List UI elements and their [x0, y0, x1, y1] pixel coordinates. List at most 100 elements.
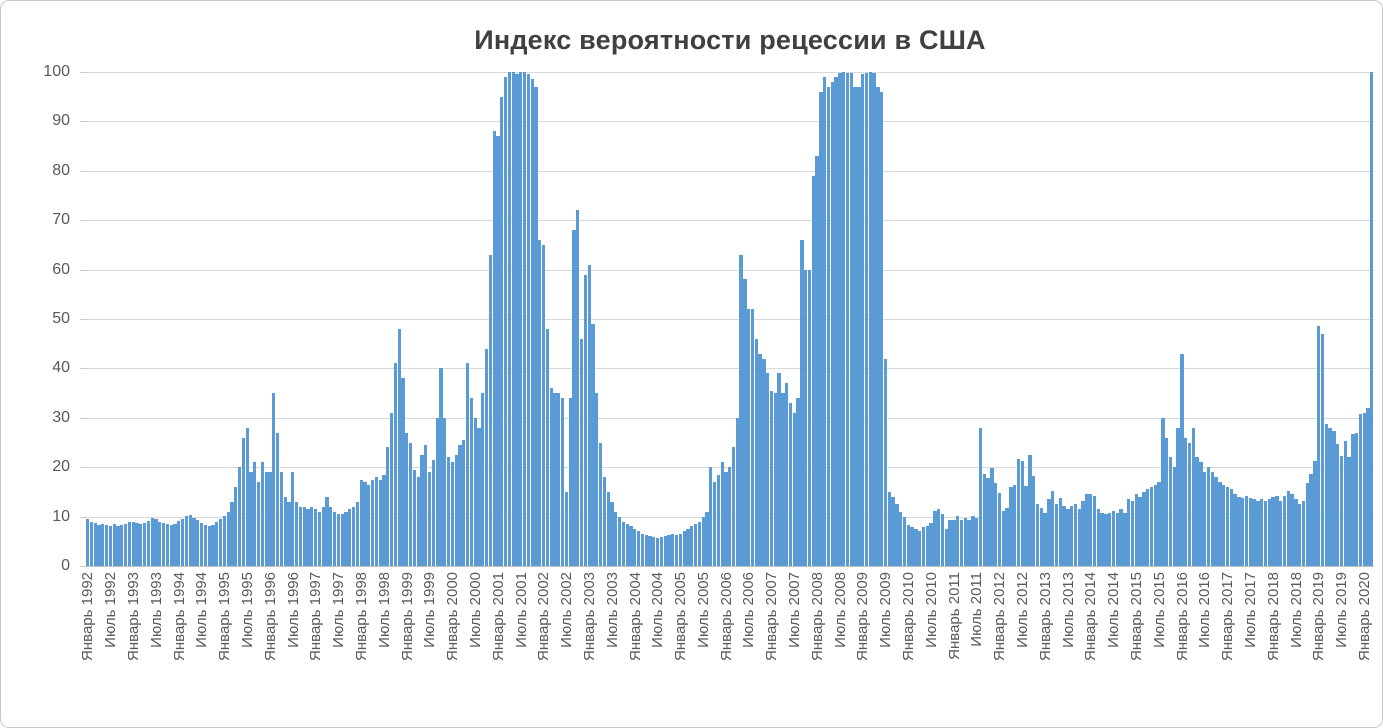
bar [1203, 472, 1207, 566]
bar [849, 72, 853, 566]
y-tick-mark [80, 269, 86, 271]
bar [1165, 437, 1169, 566]
bar [416, 477, 420, 566]
bar [1313, 460, 1317, 566]
bar [526, 74, 531, 566]
bar [1115, 512, 1119, 566]
bar [762, 358, 766, 566]
bar [602, 477, 607, 566]
bar [735, 417, 739, 566]
bar [1035, 504, 1040, 566]
x-tick-label: Июль 2009 [877, 572, 895, 648]
bar [587, 264, 591, 566]
bar [287, 501, 291, 566]
x-tick-label: Январь 2006 [717, 572, 735, 661]
bar [910, 527, 914, 566]
bar [614, 511, 618, 566]
bar [838, 73, 842, 566]
bar [135, 523, 139, 566]
bar [1241, 497, 1245, 566]
bar [1328, 427, 1332, 566]
plot-area [86, 72, 1374, 567]
bar [1073, 504, 1078, 566]
y-tick-mark [80, 72, 86, 73]
bar [682, 531, 686, 566]
bar [351, 506, 356, 566]
bar [492, 131, 496, 566]
bar [773, 393, 777, 566]
bar [264, 472, 268, 566]
gridline [86, 319, 1374, 320]
bar [1214, 477, 1218, 566]
bar [340, 514, 344, 566]
bar [150, 518, 154, 566]
bar [1089, 494, 1093, 566]
bar [754, 338, 758, 566]
bar [697, 521, 701, 566]
bar [393, 363, 398, 566]
x-tick-label: Июль 2010 [922, 572, 940, 648]
bar [659, 537, 663, 566]
x-tick-label: Январь 2002 [535, 572, 553, 661]
bar [655, 537, 660, 566]
bar [397, 328, 401, 566]
bar [370, 479, 375, 566]
bar [511, 72, 515, 566]
bar [807, 269, 812, 566]
bar [211, 524, 215, 566]
bar [1290, 494, 1294, 566]
bar [1168, 457, 1173, 566]
y-tick-mark [80, 319, 86, 320]
bar [1309, 474, 1313, 566]
x-tick-label: Январь 2017 [1219, 572, 1237, 661]
bar [534, 86, 538, 566]
bar [997, 492, 1002, 566]
x-tick-label: Январь 2014 [1082, 572, 1100, 661]
x-tick-label: Январь 1996 [261, 572, 279, 661]
bar [857, 86, 861, 566]
bar [819, 91, 823, 566]
x-axis-line [86, 566, 1374, 567]
bar [146, 520, 151, 566]
bar [215, 521, 219, 566]
bar [256, 482, 261, 566]
y-tick-label: 100 [43, 63, 70, 80]
bar [465, 363, 470, 566]
bar [367, 484, 371, 566]
bar [241, 437, 246, 566]
bar [1092, 495, 1097, 566]
bar [1317, 325, 1321, 566]
bar [435, 417, 439, 566]
bar [93, 523, 97, 566]
bar [834, 76, 838, 566]
bar [560, 398, 565, 566]
bar [1294, 499, 1298, 566]
bar [431, 459, 436, 566]
x-tick-label: Июль 1996 [284, 572, 302, 648]
bar [876, 86, 880, 566]
bar [458, 444, 462, 566]
bar [1108, 512, 1112, 566]
bar [1001, 511, 1005, 566]
y-tick-label: 10 [52, 507, 70, 525]
bar [1279, 500, 1283, 566]
bar [788, 402, 793, 566]
bar [112, 524, 116, 566]
bar [804, 269, 808, 566]
bar [975, 518, 979, 566]
bar [1298, 504, 1302, 566]
bar [348, 509, 352, 566]
x-tick-label: Июль 2004 [649, 572, 667, 648]
bar [1039, 507, 1043, 566]
bar [207, 526, 211, 566]
bar [97, 524, 101, 566]
bar [899, 511, 903, 566]
x-tick-label: Июль 1997 [330, 572, 348, 648]
bar [564, 491, 569, 566]
bar [1355, 432, 1359, 566]
bar [743, 279, 747, 566]
bar [572, 230, 576, 566]
bar [439, 368, 443, 566]
bar [541, 244, 546, 566]
bar [473, 417, 477, 566]
